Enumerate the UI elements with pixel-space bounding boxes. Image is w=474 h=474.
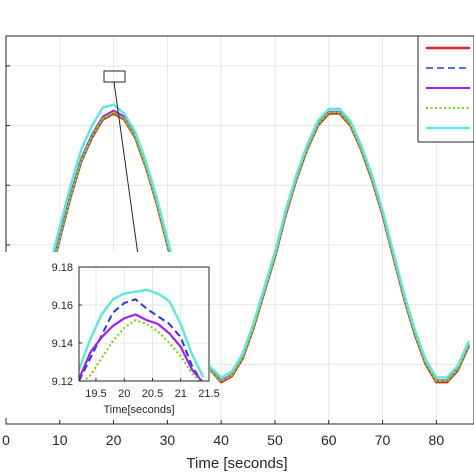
inset-ticks: 19.5 20 20.5 21 21.5 9.12 9.14 9.16 9.18 [52,262,220,400]
main-x-tick-label: 80 [429,432,445,448]
main-x-tick-label: 10 [52,432,68,448]
legend [417,35,474,143]
legend-entries [426,46,470,130]
inset-series-group [79,288,205,381]
main-grid [6,36,474,424]
main-x-ticks: 0 10 20 30 40 50 60 70 80 [2,65,445,448]
inset-x-tick-label: 20 [118,388,130,400]
inset-x-tick-label: 21 [175,388,187,400]
inset-x-tick-label: 19.5 [85,388,106,400]
inset-series-line-2 [79,313,204,381]
main-series-line-5 [4,103,470,379]
main-series-group [4,103,470,384]
main-axes-frame [5,35,474,425]
inset-x-axis-label: Time[seconds] [103,404,174,416]
main-x-tick-label: 60 [321,432,337,448]
main-x-tick-label: 50 [267,432,283,448]
inset-series-line-4 [79,288,205,378]
inset-axes: 19.5 20 20.5 21 21.5 9.12 9.14 9.16 9.18 Time[se… [0,252,220,418]
main-x-tick-label: 20 [106,432,122,448]
inset-x-tick-label: 20.5 [142,388,163,400]
inset-axes-frame [78,266,210,382]
main-x-tick-label: 70 [375,432,391,448]
main-x-tick-label: 0 [2,432,10,448]
main-x-tick-label: 30 [160,432,176,448]
inset-y-tick-label: 9.12 [52,376,73,388]
inset-y-tick-label: 9.18 [52,262,73,274]
inset-y-tick-label: 9.14 [52,338,73,350]
inset-x-tick-label: 21.5 [198,388,219,400]
main-x-tick-label: 40 [213,432,229,448]
inset-y-tick-label: 9.16 [52,300,73,312]
main-x-axis-label: Time [seconds] [186,455,287,472]
zoom-arrow-line [113,81,139,256]
inset-series-line-3 [81,319,202,381]
